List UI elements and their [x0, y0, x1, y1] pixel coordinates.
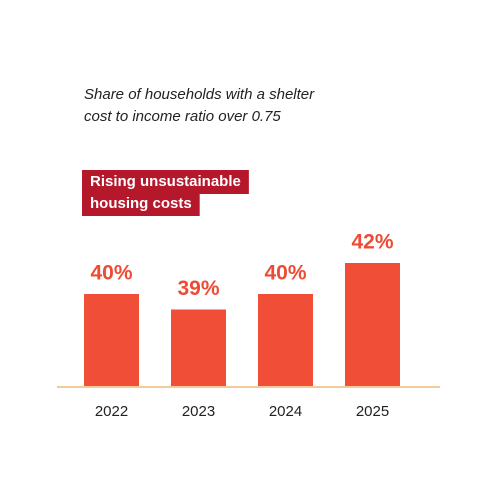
annotation-box — [82, 170, 249, 194]
bar — [345, 263, 400, 387]
x-tick-label: 2024 — [269, 403, 302, 420]
bar — [171, 309, 226, 387]
value-label: 40% — [264, 262, 306, 285]
x-tick-label: 2023 — [182, 403, 215, 420]
bar — [258, 294, 313, 387]
chart-subtitle: cost to income ratio over 0.75 — [84, 108, 281, 125]
chart-subtitle: Share of households with a shelter — [84, 86, 315, 103]
value-label: 42% — [351, 231, 393, 254]
bar — [84, 294, 139, 387]
x-tick-label: 2022 — [95, 403, 128, 420]
value-label: 39% — [177, 277, 219, 300]
annotation-text: housing costs — [90, 195, 192, 212]
annotation-text: Rising unsustainable — [90, 173, 241, 190]
x-tick-label: 2025 — [356, 403, 389, 420]
value-label: 40% — [90, 262, 132, 285]
annotation-box — [82, 192, 200, 216]
